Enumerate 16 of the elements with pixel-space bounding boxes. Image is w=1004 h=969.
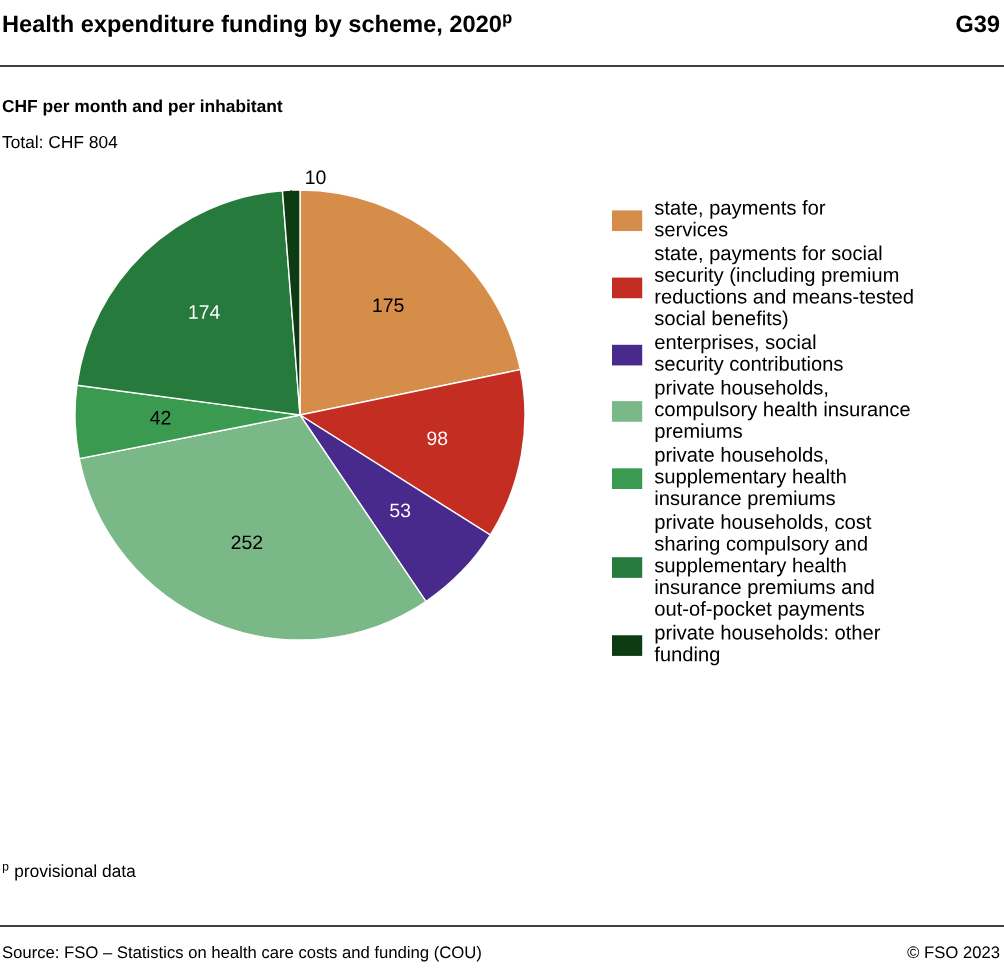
data-label: 174 bbox=[189, 305, 220, 319]
data-label: 53 bbox=[390, 503, 411, 518]
data-label: 175 bbox=[373, 298, 404, 313]
data-label: 42 bbox=[150, 410, 171, 425]
source-note: Source: FSO – Statistics on health care costs and funding (COU) bbox=[2, 945, 481, 962]
chart-subtitle: CHF per month and per inhabitant bbox=[2, 99, 283, 116]
legend-label: private households: other funding bbox=[654, 624, 881, 666]
data-label: 98 bbox=[427, 431, 448, 446]
text: G39 bbox=[956, 15, 1000, 33]
data-label: 252 bbox=[231, 535, 263, 550]
text: Total: CHF 804 bbox=[2, 135, 118, 149]
chart-title: Health expenditure funding by scheme, 2020$^{p}$ bbox=[3, 14, 512, 37]
data-label: 10 bbox=[306, 170, 326, 185]
legend-label: state, payments for social security (including premium reductions and means-tested social benefits) bbox=[654, 245, 913, 330]
text: $^{p}$ provisional data bbox=[2, 863, 136, 881]
text: © FSO 2023 bbox=[907, 946, 1000, 959]
